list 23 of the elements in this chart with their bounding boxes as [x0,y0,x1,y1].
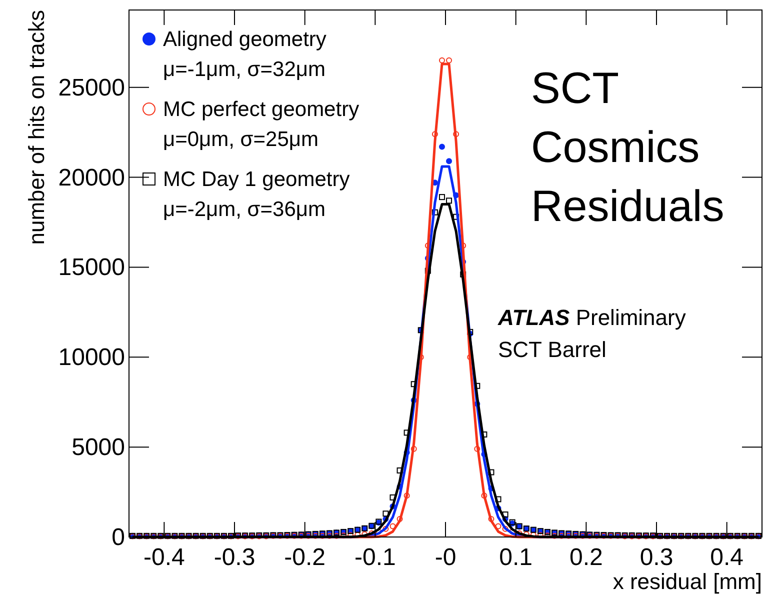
y-tick-label: 15000 [58,254,125,282]
x-tick-label: 0.3 [640,544,674,571]
x-tick-label: 0.2 [569,544,603,571]
x-tick-label: -0 [434,544,456,571]
x-tick-label: 0.4 [710,544,744,571]
y-tick-label: 10000 [58,344,125,372]
annotation: ATLAS Preliminary [497,305,686,330]
legend-label: MC Day 1 geometry μ=-2μm, σ=36μm [163,168,350,221]
legend-label: Aligned geometry μ=-1μm, σ=32μm [163,28,327,81]
x-tick-label: -0.1 [354,544,396,571]
x-tick-label: -0.4 [143,544,185,571]
y-axis-title: number of hits on tracks [24,10,49,245]
y-tick-label: 20000 [58,164,125,192]
legend-label: MC perfect geometry μ=0μm, σ=25μm [163,98,360,151]
y-tick-label: 25000 [58,74,125,102]
y-tick-label: 0 [112,524,125,551]
x-tick-label: -0.2 [284,544,326,571]
annotation: SCT Cosmics Residuals [531,64,724,231]
annotation: SCT Barrel [498,337,606,362]
y-tick-label: 5000 [72,434,125,462]
x-tick-label: -0.3 [214,544,256,571]
x-tick-label: 0.1 [499,544,533,571]
x-axis-title: x residual [mm] [612,569,762,594]
